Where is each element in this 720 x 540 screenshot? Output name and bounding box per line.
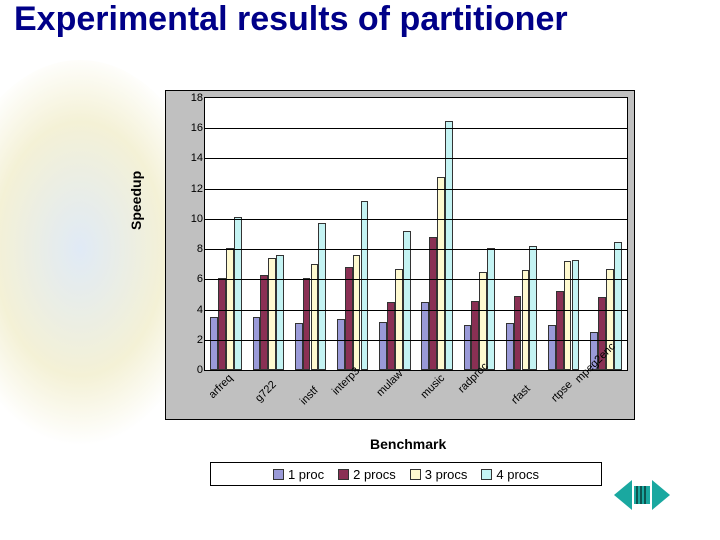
chart-gridline (205, 279, 627, 280)
chart-bar (295, 323, 303, 370)
chart-bar (253, 317, 261, 370)
chart-gridline (205, 219, 627, 220)
chart-frame: 024681012141618 arfreqg722instfinterp3mu… (165, 90, 635, 420)
chart-x-tick-label: mulaw (374, 368, 405, 399)
chart-bar (395, 269, 403, 370)
chart-x-tick-label: rtpse (549, 379, 575, 405)
chart-bar (303, 278, 311, 370)
chart-x-axis-label: Benchmark (370, 436, 446, 452)
chart-bar (318, 223, 326, 370)
chart-y-tick: 16 (183, 122, 203, 134)
chart-legend: 1 proc 2 procs 3 procs 4 procs (210, 462, 602, 486)
chart-y-tick: 18 (183, 92, 203, 104)
chart-bar (471, 301, 479, 371)
chart-y-tick: 6 (183, 273, 203, 285)
chart-bar (218, 278, 226, 370)
legend-label: 2 procs (353, 467, 396, 482)
legend-label: 1 proc (288, 467, 324, 482)
legend-swatch (338, 469, 349, 480)
chart-bar (337, 319, 345, 370)
chart-plot-area: 024681012141618 (204, 97, 628, 371)
chart-bar (379, 322, 387, 370)
chart-gridline (205, 189, 627, 190)
chart-bar (548, 325, 556, 370)
chart-bar (276, 255, 284, 370)
legend-item: 3 procs (410, 467, 468, 482)
chart-bar (403, 231, 411, 370)
legend-item: 2 procs (338, 467, 396, 482)
chart-bar (572, 260, 580, 370)
chart-gridline (205, 340, 627, 341)
chart-x-tick-label: instf (298, 385, 321, 408)
chart-bar (479, 272, 487, 370)
chart-bar (464, 325, 472, 370)
page-title: Experimental results of partitioner (14, 2, 568, 38)
chart-bar (556, 291, 564, 370)
chart-bar (522, 270, 530, 370)
chart-x-tick-label: music (419, 372, 448, 401)
chart-bar (529, 246, 537, 370)
chart-x-labels: arfreqg722instfinterp3mulawmusicradprocr… (204, 371, 628, 415)
chart-bar (506, 323, 514, 370)
chart-y-tick: 14 (183, 152, 203, 164)
chart-y-tick: 12 (183, 183, 203, 195)
chart-y-axis-label: Speedup (128, 171, 144, 230)
legend-item: 4 procs (481, 467, 539, 482)
chart-bar (437, 177, 445, 370)
chart-bar (210, 317, 218, 370)
chart-bars (205, 98, 627, 370)
legend-label: 3 procs (425, 467, 468, 482)
chart-y-tick: 2 (183, 334, 203, 346)
legend-swatch (273, 469, 284, 480)
chart-y-tick: 0 (183, 364, 203, 376)
chart-bar (353, 255, 361, 370)
chart-y-tick: 8 (183, 243, 203, 255)
chart-x-tick-label: rfast (509, 383, 533, 407)
slide-nav-arrows-icon[interactable] (614, 480, 670, 510)
chart-bar (268, 258, 276, 370)
legend-swatch (481, 469, 492, 480)
legend-label: 4 procs (496, 467, 539, 482)
chart-bar (260, 275, 268, 370)
chart-bar (421, 302, 429, 370)
chart-x-tick-label: arfreq (207, 372, 236, 401)
chart-bar (234, 217, 242, 370)
chart-gridline (205, 310, 627, 311)
chart-y-tick: 4 (183, 304, 203, 316)
chart-bar (387, 302, 395, 370)
chart-bar (361, 201, 369, 370)
chart-bar (514, 296, 522, 370)
chart-bar (564, 261, 572, 370)
legend-item: 1 proc (273, 467, 324, 482)
chart-gridline (205, 249, 627, 250)
chart-gridline (205, 128, 627, 129)
chart-bar (429, 237, 437, 370)
chart-gridline (205, 158, 627, 159)
chart-x-tick-label: g722 (253, 379, 279, 405)
chart-bar (345, 267, 353, 370)
chart-y-tick: 10 (183, 213, 203, 225)
legend-swatch (410, 469, 421, 480)
